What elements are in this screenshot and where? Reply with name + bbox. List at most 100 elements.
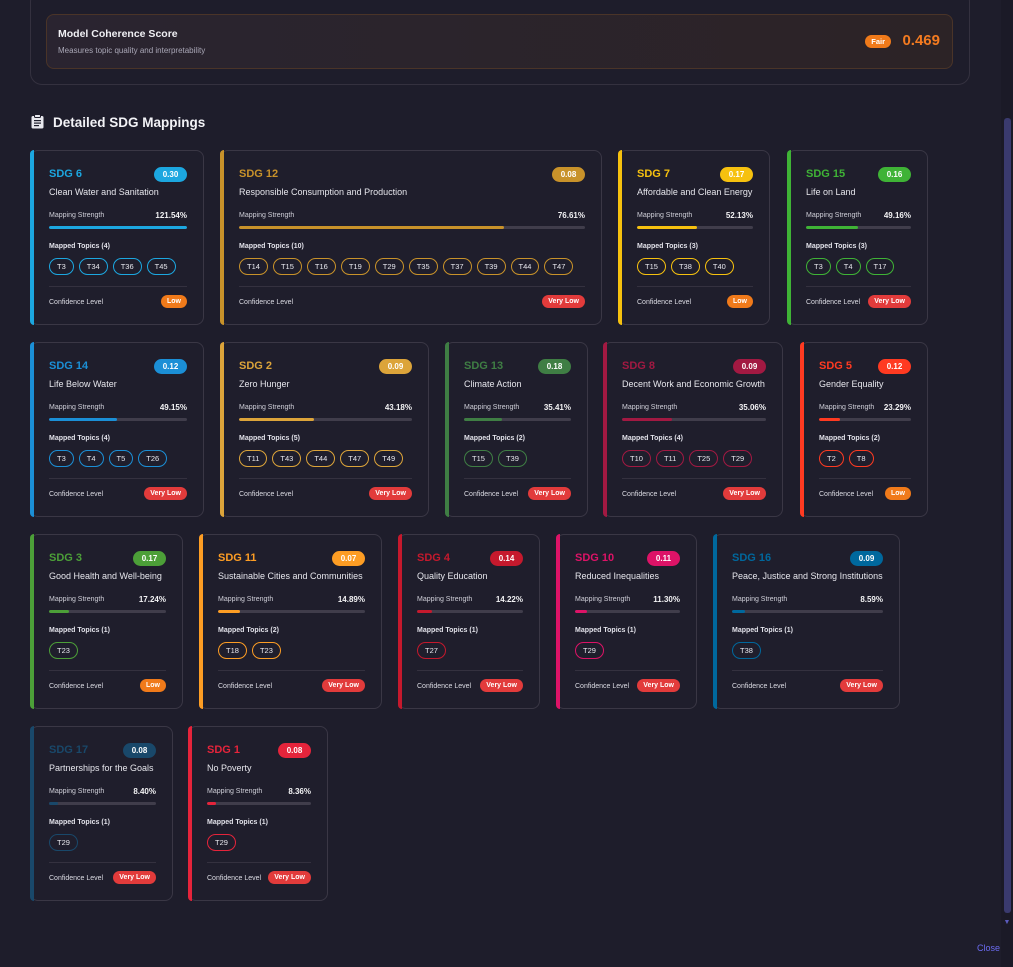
topic-chip[interactable]: T3 — [49, 258, 74, 275]
topic-chip[interactable]: T43 — [272, 450, 302, 467]
sdg-card[interactable]: SDG 14 0.12 Life Below Water Mapping Streng… — [30, 342, 204, 517]
topic-chip[interactable]: T38 — [732, 642, 761, 659]
topic-chip[interactable]: T29 — [575, 642, 604, 659]
topic-chip[interactable]: T47 — [340, 450, 370, 467]
topic-chip[interactable]: T23 — [49, 642, 78, 659]
topic-chip[interactable]: T47 — [544, 258, 574, 275]
scroll-down-arrow-icon[interactable]: ▼ — [1003, 919, 1011, 926]
topic-chip[interactable]: T29 — [49, 834, 78, 851]
topic-chip[interactable]: T5 — [108, 450, 134, 467]
scrollbar[interactable]: ▼ — [1001, 0, 1013, 967]
topic-chip[interactable]: T44 — [306, 450, 336, 467]
sdg-name: Life Below Water — [49, 379, 117, 389]
topic-chip[interactable]: T15 — [464, 450, 493, 467]
topic-chip[interactable]: T25 — [689, 450, 719, 467]
sdg-card[interactable]: SDG 17 0.08 Partnerships for the Goals Mapp… — [30, 726, 173, 901]
mapping-strength-value: 43.18% — [384, 403, 412, 412]
sdg-card[interactable]: SDG 11 0.07 Sustainable Cities and Communi… — [199, 534, 382, 709]
card-divider — [575, 670, 680, 671]
mapping-strength-label: Mapping Strength — [819, 404, 875, 411]
topic-chip[interactable]: T44 — [510, 258, 540, 275]
topic-chip[interactable]: T27 — [417, 642, 446, 659]
scrollbar-thumb[interactable] — [1004, 118, 1011, 913]
sdg-card[interactable]: SDG 13 0.18 Climate Action Mapping Strength… — [445, 342, 588, 517]
topic-chip[interactable]: T4 — [78, 450, 104, 467]
topic-chip[interactable]: T19 — [340, 258, 370, 275]
confidence-level-label: Confidence Level — [239, 299, 294, 306]
sdg-name: Affordable and Clean Energy — [637, 187, 753, 197]
sdg-card[interactable]: SDG 10 0.11 Reduced Inequalities Mapping St… — [556, 534, 697, 709]
mapping-strength-bar — [239, 418, 412, 421]
card-accent-bar — [220, 342, 224, 517]
topic-chip[interactable]: T4 — [835, 258, 861, 275]
sdg-card[interactable]: SDG 2 0.09 Zero Hunger Mapping Strength 43.1… — [220, 342, 429, 517]
sdg-card[interactable]: SDG 12 0.08 Responsible Consumption and Pr… — [220, 150, 602, 325]
confidence-badge: Low — [885, 487, 911, 500]
sdg-card[interactable]: SDG 1 0.08 No Poverty Mapping Strength 8.36%… — [188, 726, 328, 901]
topic-chip[interactable]: T18 — [218, 642, 247, 659]
confidence-badge: Very Low — [528, 487, 571, 500]
card-accent-bar — [713, 534, 717, 709]
mapped-topics-label: Mapped Topics (1) — [417, 627, 478, 634]
topic-chip[interactable]: T15 — [272, 258, 302, 275]
topic-chip[interactable]: T36 — [112, 258, 142, 275]
topic-chip[interactable]: T49 — [374, 450, 404, 467]
sdg-score-badge: 0.17 — [133, 551, 166, 566]
card-accent-bar — [787, 150, 791, 325]
topic-chip[interactable]: T45 — [146, 258, 176, 275]
mapping-strength-bar — [207, 802, 311, 805]
mapping-strength-fill — [239, 226, 505, 229]
mapping-strength-value: 11.30% — [653, 595, 680, 604]
mapping-strength-label: Mapping Strength — [49, 596, 105, 603]
topic-chip[interactable]: T29 — [207, 834, 236, 851]
sdg-card[interactable]: SDG 16 0.09 Peace, Justice and Strong Inst… — [713, 534, 900, 709]
topic-chip[interactable]: T26 — [138, 450, 168, 467]
card-body: SDG 5 0.12 Gender Equality Mapping Strength… — [819, 343, 911, 516]
topic-chip[interactable]: T17 — [865, 258, 895, 275]
sdg-score-badge: 0.08 — [552, 167, 585, 182]
mapped-topics-list: T3 T4 T17 — [806, 258, 895, 275]
topic-chip[interactable]: T40 — [704, 258, 734, 275]
confidence-level-label: Confidence Level — [464, 491, 519, 498]
sdg-card[interactable]: SDG 6 0.30 Clean Water and Sanitation Mappi… — [30, 150, 204, 325]
topic-chip[interactable]: T38 — [670, 258, 700, 275]
topic-chip[interactable]: T15 — [637, 258, 666, 275]
topic-chip[interactable]: T35 — [408, 258, 438, 275]
close-button[interactable]: Close — [976, 943, 1000, 953]
card-body: SDG 4 0.14 Quality Education Mapping Streng… — [417, 535, 523, 708]
sdg-name: Zero Hunger — [239, 379, 290, 389]
topic-chip[interactable]: T16 — [306, 258, 336, 275]
topic-chip[interactable]: T34 — [78, 258, 108, 275]
sdg-score-badge: 0.16 — [878, 167, 911, 182]
topic-chip[interactable]: T39 — [497, 450, 527, 467]
mapped-topics-list: T14 T15 T16 T19 T29 T35 T37 T39 T44 T47 — [239, 258, 574, 275]
card-body: SDG 1 0.08 No Poverty Mapping Strength 8.36%… — [207, 727, 311, 900]
sdg-card[interactable]: SDG 7 0.17 Affordable and Clean Energy Mapp… — [618, 150, 770, 325]
sdg-card[interactable]: SDG 5 0.12 Gender Equality Mapping Strength… — [800, 342, 928, 517]
topic-chip[interactable]: T3 — [806, 258, 831, 275]
card-accent-bar — [188, 726, 192, 901]
sdg-card[interactable]: SDG 4 0.14 Quality Education Mapping Streng… — [398, 534, 540, 709]
topic-chip[interactable]: T8 — [848, 450, 874, 467]
confidence-level-label: Confidence Level — [49, 875, 104, 882]
score-value: 0.469 — [902, 32, 940, 49]
topic-chip[interactable]: T23 — [251, 642, 281, 659]
sdg-label: SDG 14 — [49, 360, 89, 372]
mapped-topics-list: T27 — [417, 642, 446, 659]
sdg-card[interactable]: SDG 8 0.09 Decent Work and Economic Growth… — [603, 342, 783, 517]
topic-chip[interactable]: T11 — [655, 450, 685, 467]
card-accent-bar — [220, 150, 224, 325]
sdg-card[interactable]: SDG 15 0.16 Life on Land Mapping Strength 49… — [787, 150, 928, 325]
topic-chip[interactable]: T2 — [819, 450, 844, 467]
topic-chip[interactable]: T29 — [374, 258, 404, 275]
topic-chip[interactable]: T39 — [476, 258, 506, 275]
sdg-card[interactable]: SDG 3 0.17 Good Health and Well-being Mappi… — [30, 534, 183, 709]
topic-chip[interactable]: T10 — [622, 450, 651, 467]
topic-chip[interactable]: T29 — [723, 450, 753, 467]
topic-chip[interactable]: T14 — [239, 258, 268, 275]
topic-chip[interactable]: T11 — [239, 450, 268, 467]
sdg-label: SDG 5 — [819, 360, 853, 372]
topic-chip[interactable]: T37 — [442, 258, 472, 275]
confidence-badge: Very Low — [542, 295, 585, 308]
topic-chip[interactable]: T3 — [49, 450, 74, 467]
